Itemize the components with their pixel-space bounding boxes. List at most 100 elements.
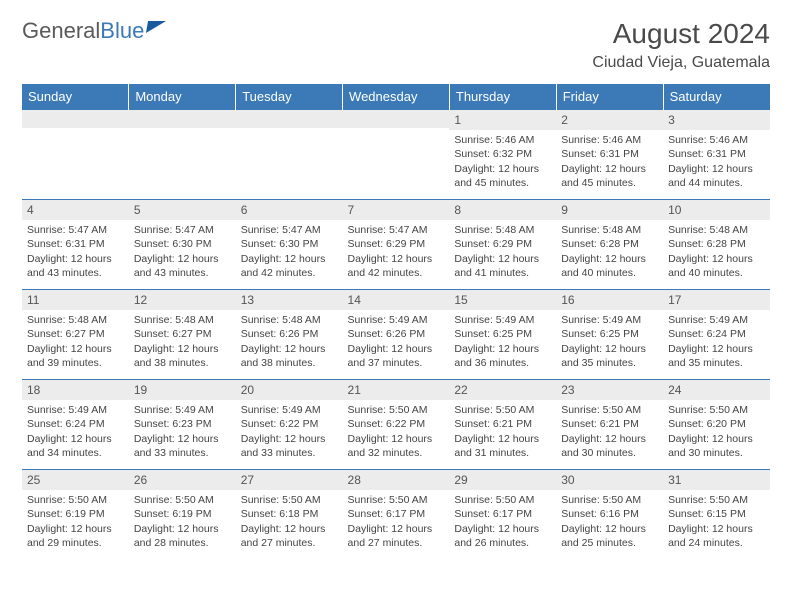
calendar-day-cell: 12Sunrise: 5:48 AMSunset: 6:27 PMDayligh… (129, 290, 236, 380)
daylight-text: Daylight: 12 hours and 34 minutes. (27, 432, 124, 460)
daylight-text: Daylight: 12 hours and 42 minutes. (348, 252, 445, 280)
day-number: 20 (236, 380, 343, 400)
day-data: Sunrise: 5:50 AMSunset: 6:16 PMDaylight:… (556, 490, 663, 554)
sunrise-text: Sunrise: 5:48 AM (134, 313, 231, 327)
day-data: Sunrise: 5:49 AMSunset: 6:25 PMDaylight:… (556, 310, 663, 374)
sunrise-text: Sunrise: 5:47 AM (348, 223, 445, 237)
calendar-day-cell: 2Sunrise: 5:46 AMSunset: 6:31 PMDaylight… (556, 110, 663, 200)
day-header: Saturday (663, 84, 770, 110)
sunrise-text: Sunrise: 5:48 AM (561, 223, 658, 237)
day-number: 7 (343, 200, 450, 220)
day-number: 4 (22, 200, 129, 220)
day-data: Sunrise: 5:49 AMSunset: 6:24 PMDaylight:… (663, 310, 770, 374)
day-data: Sunrise: 5:46 AMSunset: 6:31 PMDaylight:… (663, 130, 770, 194)
header: GeneralBlue August 2024 Ciudad Vieja, Gu… (22, 18, 770, 72)
calendar-day-cell: 3Sunrise: 5:46 AMSunset: 6:31 PMDaylight… (663, 110, 770, 200)
sunset-text: Sunset: 6:30 PM (241, 237, 338, 251)
day-header: Wednesday (343, 84, 450, 110)
day-data: Sunrise: 5:50 AMSunset: 6:21 PMDaylight:… (449, 400, 556, 464)
sunrise-text: Sunrise: 5:50 AM (668, 403, 765, 417)
daylight-text: Daylight: 12 hours and 28 minutes. (134, 522, 231, 550)
day-number: 9 (556, 200, 663, 220)
day-data: Sunrise: 5:49 AMSunset: 6:22 PMDaylight:… (236, 400, 343, 464)
calendar-day-cell: 8Sunrise: 5:48 AMSunset: 6:29 PMDaylight… (449, 200, 556, 290)
day-number: 6 (236, 200, 343, 220)
day-data: Sunrise: 5:50 AMSunset: 6:17 PMDaylight:… (343, 490, 450, 554)
calendar-week-row: 4Sunrise: 5:47 AMSunset: 6:31 PMDaylight… (22, 200, 770, 290)
calendar-day-cell: 28Sunrise: 5:50 AMSunset: 6:17 PMDayligh… (343, 470, 450, 560)
daylight-text: Daylight: 12 hours and 45 minutes. (454, 162, 551, 190)
sunset-text: Sunset: 6:20 PM (668, 417, 765, 431)
daylight-text: Daylight: 12 hours and 33 minutes. (134, 432, 231, 460)
calendar-day-cell: 26Sunrise: 5:50 AMSunset: 6:19 PMDayligh… (129, 470, 236, 560)
sunrise-text: Sunrise: 5:50 AM (241, 493, 338, 507)
day-number (129, 110, 236, 128)
sunset-text: Sunset: 6:26 PM (241, 327, 338, 341)
daylight-text: Daylight: 12 hours and 40 minutes. (668, 252, 765, 280)
sunset-text: Sunset: 6:25 PM (561, 327, 658, 341)
daylight-text: Daylight: 12 hours and 33 minutes. (241, 432, 338, 460)
sunrise-text: Sunrise: 5:50 AM (134, 493, 231, 507)
logo-mark-icon (146, 21, 166, 33)
day-data: Sunrise: 5:50 AMSunset: 6:19 PMDaylight:… (129, 490, 236, 554)
sunset-text: Sunset: 6:22 PM (241, 417, 338, 431)
day-data: Sunrise: 5:47 AMSunset: 6:30 PMDaylight:… (129, 220, 236, 284)
sunrise-text: Sunrise: 5:49 AM (561, 313, 658, 327)
daylight-text: Daylight: 12 hours and 32 minutes. (348, 432, 445, 460)
daylight-text: Daylight: 12 hours and 27 minutes. (241, 522, 338, 550)
sunset-text: Sunset: 6:31 PM (668, 147, 765, 161)
calendar-day-cell: 25Sunrise: 5:50 AMSunset: 6:19 PMDayligh… (22, 470, 129, 560)
daylight-text: Daylight: 12 hours and 42 minutes. (241, 252, 338, 280)
day-number: 23 (556, 380, 663, 400)
day-data: Sunrise: 5:50 AMSunset: 6:17 PMDaylight:… (449, 490, 556, 554)
calendar-day-cell: 9Sunrise: 5:48 AMSunset: 6:28 PMDaylight… (556, 200, 663, 290)
sunset-text: Sunset: 6:24 PM (27, 417, 124, 431)
daylight-text: Daylight: 12 hours and 25 minutes. (561, 522, 658, 550)
calendar-week-row: 25Sunrise: 5:50 AMSunset: 6:19 PMDayligh… (22, 470, 770, 560)
logo: GeneralBlue (22, 18, 165, 44)
sunrise-text: Sunrise: 5:50 AM (561, 493, 658, 507)
sunset-text: Sunset: 6:17 PM (454, 507, 551, 521)
daylight-text: Daylight: 12 hours and 44 minutes. (668, 162, 765, 190)
day-number: 13 (236, 290, 343, 310)
day-header: Tuesday (236, 84, 343, 110)
day-number (236, 110, 343, 128)
day-number (22, 110, 129, 128)
sunrise-text: Sunrise: 5:50 AM (27, 493, 124, 507)
day-number: 27 (236, 470, 343, 490)
sunset-text: Sunset: 6:25 PM (454, 327, 551, 341)
calendar-day-cell: 1Sunrise: 5:46 AMSunset: 6:32 PMDaylight… (449, 110, 556, 200)
sunrise-text: Sunrise: 5:47 AM (27, 223, 124, 237)
day-number: 22 (449, 380, 556, 400)
daylight-text: Daylight: 12 hours and 24 minutes. (668, 522, 765, 550)
day-number: 30 (556, 470, 663, 490)
logo-text-2: Blue (100, 18, 144, 44)
daylight-text: Daylight: 12 hours and 26 minutes. (454, 522, 551, 550)
day-data: Sunrise: 5:48 AMSunset: 6:26 PMDaylight:… (236, 310, 343, 374)
daylight-text: Daylight: 12 hours and 38 minutes. (134, 342, 231, 370)
sunset-text: Sunset: 6:26 PM (348, 327, 445, 341)
calendar-day-cell: 20Sunrise: 5:49 AMSunset: 6:22 PMDayligh… (236, 380, 343, 470)
day-data: Sunrise: 5:49 AMSunset: 6:23 PMDaylight:… (129, 400, 236, 464)
sunrise-text: Sunrise: 5:47 AM (134, 223, 231, 237)
daylight-text: Daylight: 12 hours and 30 minutes. (668, 432, 765, 460)
month-title: August 2024 (592, 18, 770, 50)
day-number: 29 (449, 470, 556, 490)
day-header: Friday (556, 84, 663, 110)
calendar-day-cell: 14Sunrise: 5:49 AMSunset: 6:26 PMDayligh… (343, 290, 450, 380)
sunrise-text: Sunrise: 5:48 AM (27, 313, 124, 327)
day-number: 12 (129, 290, 236, 310)
day-number: 8 (449, 200, 556, 220)
calendar-day-cell: 16Sunrise: 5:49 AMSunset: 6:25 PMDayligh… (556, 290, 663, 380)
daylight-text: Daylight: 12 hours and 30 minutes. (561, 432, 658, 460)
daylight-text: Daylight: 12 hours and 36 minutes. (454, 342, 551, 370)
day-number: 5 (129, 200, 236, 220)
day-number: 19 (129, 380, 236, 400)
day-header: Monday (129, 84, 236, 110)
sunrise-text: Sunrise: 5:46 AM (454, 133, 551, 147)
location: Ciudad Vieja, Guatemala (592, 54, 770, 72)
calendar-week-row: 18Sunrise: 5:49 AMSunset: 6:24 PMDayligh… (22, 380, 770, 470)
calendar-day-cell (22, 110, 129, 200)
sunrise-text: Sunrise: 5:48 AM (241, 313, 338, 327)
day-data: Sunrise: 5:49 AMSunset: 6:24 PMDaylight:… (22, 400, 129, 464)
